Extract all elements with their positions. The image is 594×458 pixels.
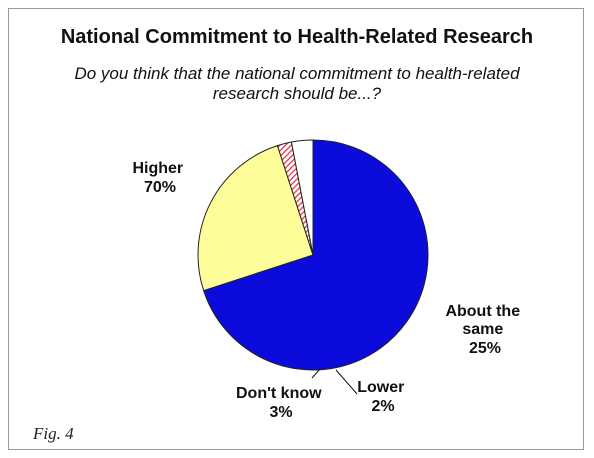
label-dont-know-name: Don't know [236, 385, 322, 402]
chart-subtitle: Do you think that the national commitmen… [74, 64, 520, 103]
label-about-same-name-2: same [462, 321, 503, 338]
label-lower: Lower 2% [357, 379, 409, 415]
label-lower-value: 2% [371, 398, 394, 415]
label-higher-name: Higher [132, 160, 183, 177]
pie-slice-higher [202, 139, 429, 371]
chart-title: National Commitment to Health-Related Re… [60, 26, 534, 48]
leader-dont-know [311, 368, 321, 379]
label-dont-know-value: 3% [269, 404, 292, 421]
figure-caption: Fig. 4 [33, 424, 74, 443]
pie-slice-don-t-know [290, 139, 314, 256]
label-higher: Higher 70% [132, 160, 187, 196]
label-lower-name: Lower [357, 379, 404, 396]
label-higher-value: 70% [144, 179, 176, 196]
pie-slice-about-the-same [197, 144, 314, 292]
label-about-same-value: 25% [469, 340, 501, 357]
label-dont-know: Don't know 3% [236, 385, 326, 421]
leader-lower [335, 369, 358, 395]
label-about-same: About the same 25% [445, 303, 524, 357]
label-about-same-name-1: About the [445, 303, 520, 320]
